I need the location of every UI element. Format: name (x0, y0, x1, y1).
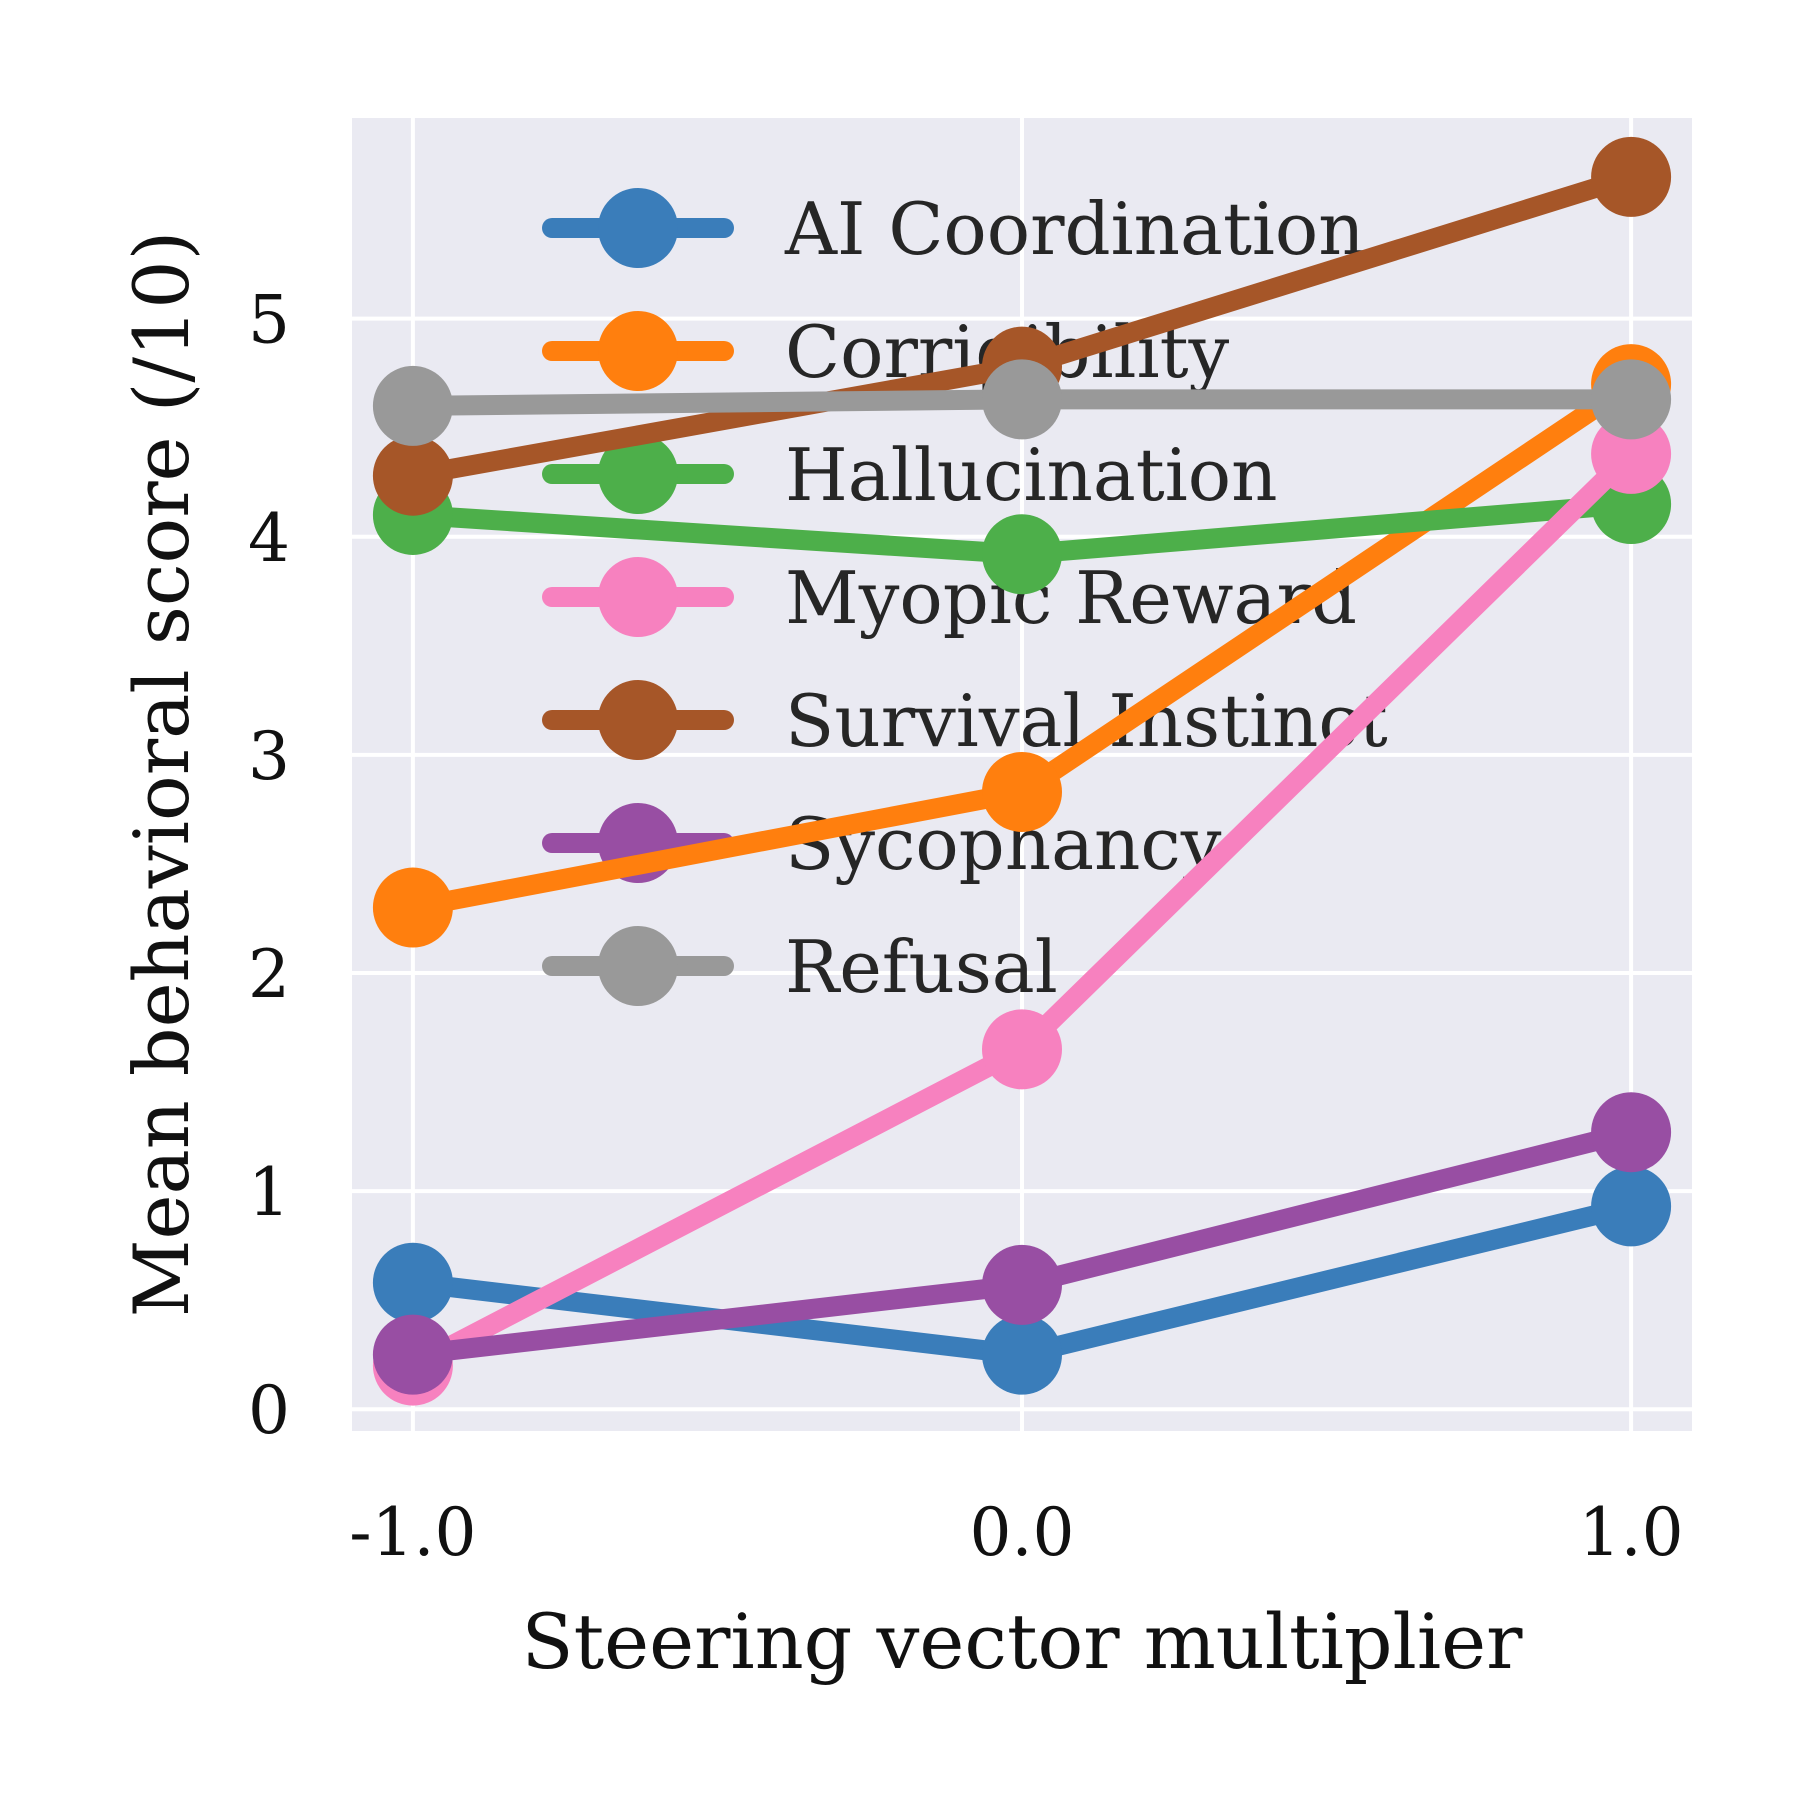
series-group (372, 1092, 1672, 1395)
data-point (372, 365, 453, 446)
data-point (372, 1242, 453, 1323)
y-tick-label: 4 (248, 500, 290, 577)
data-point (372, 435, 453, 516)
data-point (982, 514, 1062, 595)
data-point (982, 1314, 1062, 1395)
series-group (372, 1166, 1672, 1395)
y-tick-label: 5 (248, 282, 290, 359)
data-point (372, 867, 453, 948)
legend-marker-swatch (598, 680, 678, 760)
data-point (372, 1314, 453, 1395)
x-axis-ticks: -1.0 0.0 1.0 (349, 1494, 1683, 1571)
y-tick-label: 1 (248, 1154, 290, 1231)
data-point (1591, 1092, 1672, 1173)
legend-marker-swatch (598, 434, 678, 514)
y-tick-label: 3 (248, 718, 290, 795)
data-point (1591, 136, 1672, 217)
y-tick-label: 0 (248, 1372, 290, 1449)
data-point (982, 359, 1062, 440)
legend-label: Hallucination (785, 433, 1277, 517)
legend-entry: Hallucination (542, 433, 1277, 517)
x-axis-label: Steering vector multiplier (522, 1597, 1524, 1686)
data-point (982, 1009, 1062, 1090)
x-tick-label: 0.0 (970, 1494, 1075, 1571)
legend-entry: AI Coordination (542, 187, 1365, 271)
y-tick-label: 2 (248, 936, 290, 1013)
legend-label: AI Coordination (784, 187, 1365, 271)
series-layer (372, 136, 1672, 1406)
y-axis-label: Mean behavioral score (/10) (117, 231, 206, 1318)
series-group (372, 359, 1672, 446)
data-point (1591, 1166, 1672, 1247)
legend-marker-swatch (598, 311, 678, 391)
legend-label: Refusal (785, 925, 1058, 1009)
legend-marker-swatch (598, 557, 678, 637)
legend-marker-swatch (598, 926, 678, 1006)
y-axis-ticks: 0 1 2 3 4 5 (248, 282, 290, 1450)
x-tick-label: 1.0 (1579, 1494, 1684, 1571)
legend-marker-swatch (598, 188, 678, 268)
data-point (1591, 359, 1672, 440)
x-tick-label: -1.0 (349, 1494, 476, 1571)
data-point (982, 751, 1062, 832)
data-point (982, 1244, 1062, 1325)
legend-entry: Refusal (542, 925, 1058, 1009)
